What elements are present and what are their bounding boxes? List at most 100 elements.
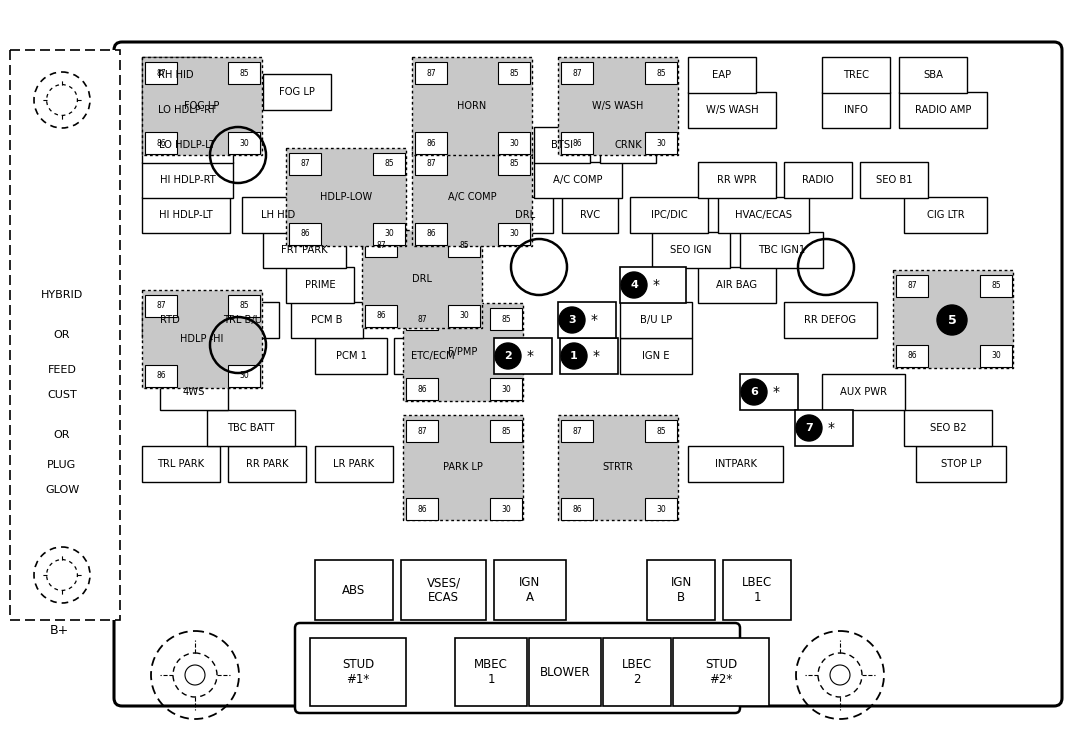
Bar xyxy=(718,197,809,233)
Bar xyxy=(822,374,905,410)
Text: B+: B+ xyxy=(50,624,69,636)
Bar xyxy=(859,162,928,198)
Text: DRL: DRL xyxy=(412,274,432,284)
Bar xyxy=(784,302,877,338)
Text: RVC: RVC xyxy=(580,210,600,220)
Text: 4WS: 4WS xyxy=(183,387,205,397)
Text: BTSI: BTSI xyxy=(551,140,573,150)
Bar xyxy=(242,197,314,233)
Text: A/C COMP: A/C COMP xyxy=(554,175,603,185)
Text: AIR BAG: AIR BAG xyxy=(716,280,758,290)
Text: STOP LP: STOP LP xyxy=(941,459,981,469)
Text: IGN E: IGN E xyxy=(642,351,670,361)
Text: LO HDLP-LT: LO HDLP-LT xyxy=(159,140,216,150)
Bar xyxy=(403,415,523,520)
Text: OR: OR xyxy=(53,330,71,340)
Bar xyxy=(645,420,677,442)
Text: TREC: TREC xyxy=(843,70,869,80)
Text: 87: 87 xyxy=(427,159,436,168)
Bar xyxy=(561,132,593,154)
Text: PCM 1: PCM 1 xyxy=(336,351,367,361)
Bar xyxy=(534,127,590,163)
Text: AUX PWR: AUX PWR xyxy=(840,387,887,397)
Bar xyxy=(142,162,233,198)
Bar xyxy=(698,162,776,198)
Text: 4: 4 xyxy=(630,280,638,290)
Bar xyxy=(561,498,593,520)
Text: LH HID: LH HID xyxy=(261,210,295,220)
Bar xyxy=(160,374,228,410)
Text: EAP: EAP xyxy=(712,70,731,80)
Bar xyxy=(899,92,987,128)
Bar xyxy=(558,57,678,155)
Text: 86: 86 xyxy=(300,230,310,238)
Text: TRL B/U: TRL B/U xyxy=(223,315,263,325)
Text: STRTR: STRTR xyxy=(603,463,634,472)
Text: TBC IGN1: TBC IGN1 xyxy=(758,245,805,255)
Bar xyxy=(365,235,397,257)
Text: TBC BATT: TBC BATT xyxy=(228,423,275,433)
Text: RR PARK: RR PARK xyxy=(246,459,289,469)
Text: 30: 30 xyxy=(501,384,511,393)
Bar xyxy=(904,197,987,233)
Bar xyxy=(415,62,447,84)
Bar xyxy=(373,223,405,245)
Text: *: * xyxy=(773,385,779,399)
Text: SBA: SBA xyxy=(923,70,943,80)
Text: 86: 86 xyxy=(156,371,166,381)
FancyBboxPatch shape xyxy=(114,42,1062,706)
Bar xyxy=(795,410,853,446)
Text: 85: 85 xyxy=(656,427,666,435)
Text: RADIO AMP: RADIO AMP xyxy=(915,105,972,115)
Text: 85: 85 xyxy=(991,281,1001,291)
Text: HORN: HORN xyxy=(458,101,486,111)
Text: DRL: DRL xyxy=(515,210,536,220)
Bar xyxy=(373,153,405,175)
Bar xyxy=(498,132,530,154)
Bar xyxy=(673,638,769,706)
Bar xyxy=(647,560,715,620)
Text: B/U LP: B/U LP xyxy=(640,315,672,325)
Bar xyxy=(315,338,387,374)
Text: 86: 86 xyxy=(908,351,917,360)
Bar xyxy=(291,302,363,338)
Bar xyxy=(145,295,177,317)
Bar xyxy=(145,62,177,84)
Text: ETC/ECM: ETC/ECM xyxy=(412,351,454,361)
Text: RADIO: RADIO xyxy=(802,175,834,185)
Bar xyxy=(603,638,671,706)
Text: IGN
B: IGN B xyxy=(670,576,692,604)
Bar xyxy=(896,345,928,367)
Bar xyxy=(394,338,472,374)
Bar xyxy=(142,127,233,163)
Circle shape xyxy=(621,272,647,298)
Bar xyxy=(289,153,321,175)
Text: *: * xyxy=(652,278,660,292)
Text: 30: 30 xyxy=(991,351,1001,360)
Text: 1: 1 xyxy=(570,351,578,361)
Bar xyxy=(630,197,708,233)
Bar xyxy=(412,148,532,246)
Text: MBEC
1: MBEC 1 xyxy=(474,658,508,686)
Text: OR: OR xyxy=(53,430,71,440)
Text: *: * xyxy=(827,421,835,435)
Text: 30: 30 xyxy=(239,371,249,381)
Bar xyxy=(740,232,823,268)
Bar xyxy=(207,302,279,338)
Bar xyxy=(412,57,532,155)
Text: GLOW: GLOW xyxy=(45,485,79,495)
Bar xyxy=(142,290,262,388)
Bar xyxy=(406,498,438,520)
Bar xyxy=(494,560,566,620)
Text: PARK LP: PARK LP xyxy=(443,463,483,472)
Bar xyxy=(415,132,447,154)
Text: 86: 86 xyxy=(572,505,582,514)
Bar xyxy=(286,267,354,303)
Text: 87: 87 xyxy=(572,69,582,77)
Bar xyxy=(498,153,530,175)
Text: BLOWER: BLOWER xyxy=(540,666,590,678)
Bar xyxy=(645,132,677,154)
Bar xyxy=(403,303,523,401)
Bar xyxy=(980,275,1012,297)
Bar xyxy=(207,410,295,446)
